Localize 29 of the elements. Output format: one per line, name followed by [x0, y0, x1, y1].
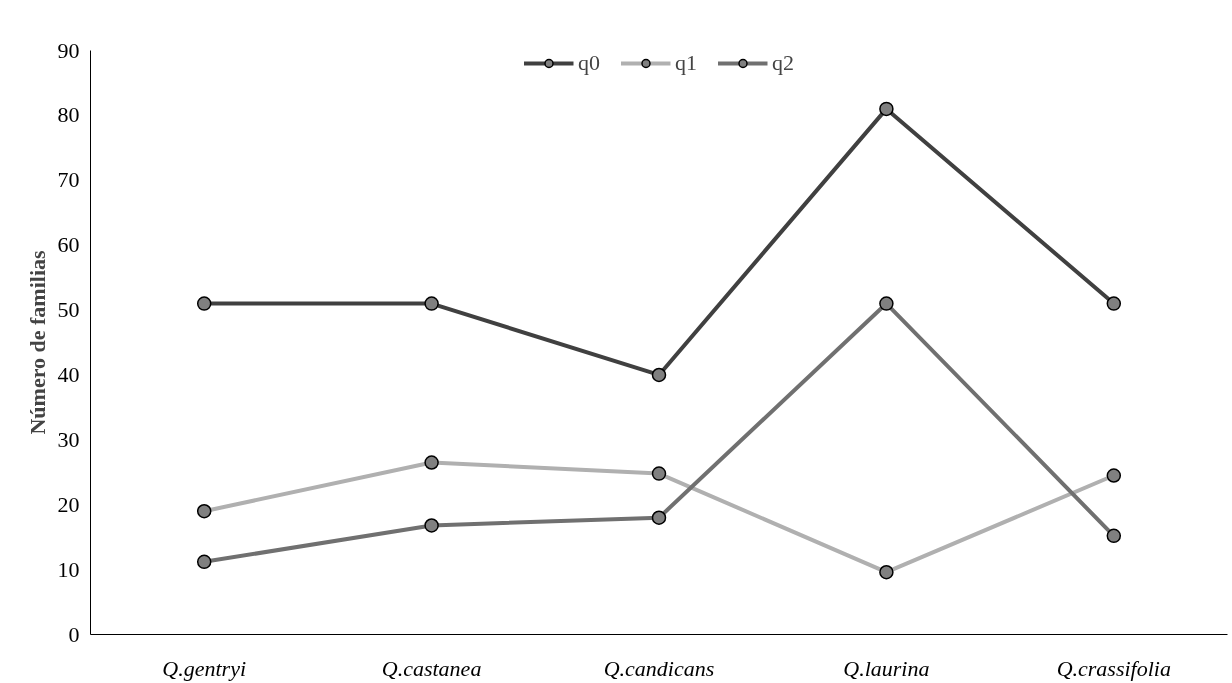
- y-tick-label: 50: [57, 297, 80, 323]
- point: [424, 518, 439, 533]
- point: [196, 503, 212, 519]
- point: [1106, 528, 1122, 544]
- y-tick-label: 90: [57, 37, 80, 63]
- legend-label: q2: [772, 50, 794, 76]
- point: [1106, 468, 1122, 483]
- y-tick-label: 10: [57, 556, 80, 582]
- x-tick-label: Q.gentryi: [162, 655, 247, 681]
- x-tick-label: Q.laurina: [843, 655, 930, 681]
- point: [879, 564, 894, 580]
- y-tick-label: 40: [57, 361, 80, 387]
- legend-label: q1: [675, 50, 697, 76]
- x-tick-label: Q.castanea: [381, 655, 482, 681]
- y-tick-label: 30: [57, 426, 80, 452]
- y-axis-title: Número de familias: [24, 250, 50, 435]
- legend-label: q0: [578, 50, 600, 76]
- point: [196, 554, 212, 570]
- y-tick-label: 0: [68, 621, 80, 647]
- x-tick-label: Q.candicans: [603, 655, 715, 681]
- point: [651, 466, 667, 481]
- point: [651, 510, 667, 525]
- y-tick-label: 80: [57, 102, 80, 128]
- y-tick-label: 20: [57, 491, 80, 517]
- point: [879, 296, 894, 311]
- point: [424, 455, 439, 470]
- x-tick-label: Q.crassifolia: [1056, 655, 1171, 681]
- y-tick-label: 60: [57, 232, 80, 258]
- y-tick-label: 70: [57, 167, 80, 193]
